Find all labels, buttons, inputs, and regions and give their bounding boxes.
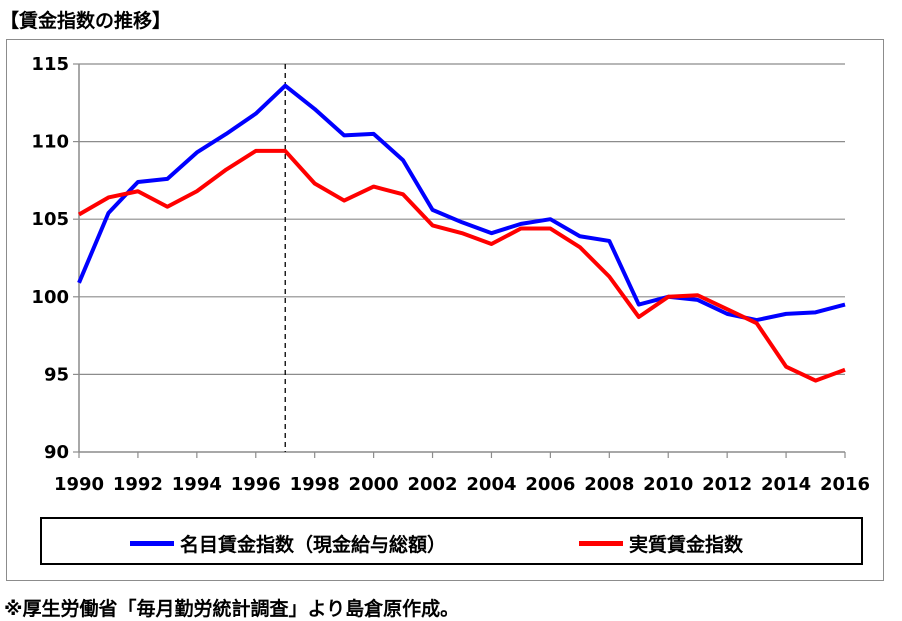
x-tick-label: 2010 (643, 474, 693, 495)
legend: 名目賃金指数（現金給与総額） 実質賃金指数 (40, 517, 863, 565)
x-tick-label: 2016 (820, 474, 870, 495)
x-tick-label: 1998 (290, 474, 340, 495)
x-tick-label: 1996 (231, 474, 281, 495)
chart-frame (6, 39, 884, 581)
source-footnote: ※厚生労働省「毎月勤労統計調査」より島倉原作成。 (4, 598, 460, 620)
series-lines (77, 83, 846, 383)
x-tick-label: 2012 (702, 474, 752, 495)
x-tick-label: 1992 (113, 474, 163, 495)
x-tick-label: 2014 (761, 474, 811, 495)
y-tick-label: 100 (31, 287, 69, 308)
real-wage-index-line (77, 148, 846, 383)
y-tick-label: 105 (31, 209, 69, 230)
legend-item-real: 実質賃金指数 (579, 531, 744, 556)
legend-label-real: 実質賃金指数 (629, 533, 744, 556)
x-tick-label: 2000 (349, 474, 399, 495)
x-tick-label: 2004 (466, 474, 516, 495)
x-tick-label: 2002 (407, 474, 457, 495)
legend-swatch-nominal (130, 540, 174, 546)
x-tick-label: 1994 (172, 474, 222, 495)
x-tick-label: 1990 (54, 474, 104, 495)
gridlines (79, 63, 845, 375)
y-tick-label: 90 (44, 442, 69, 463)
legend-label-nominal: 名目賃金指数（現金給与総額） (180, 533, 447, 556)
x-tick-labels: 1990 1992 1994 1996 1998 2000 2002 2004 2006 2008… (54, 474, 870, 495)
y-tick-label: 95 (44, 364, 69, 385)
y-tick-labels: 90 95 100 105 110 115 (31, 54, 69, 463)
y-tick-label: 110 (31, 132, 69, 153)
legend-swatch-real (579, 540, 623, 546)
chart-title: 【賃金指数の推移】 (0, 10, 172, 32)
axes (73, 63, 846, 458)
x-tick-label: 2006 (525, 474, 575, 495)
x-tick-label: 2008 (584, 474, 634, 495)
legend-item-nominal: 名目賃金指数（現金給与総額） (130, 531, 447, 556)
nominal-wage-index-line (77, 83, 846, 323)
y-tick-label: 115 (31, 54, 69, 75)
